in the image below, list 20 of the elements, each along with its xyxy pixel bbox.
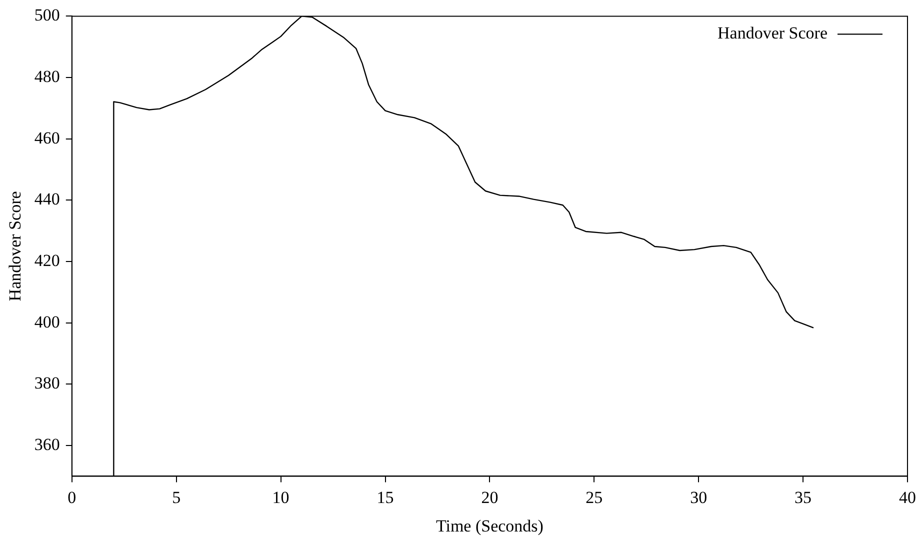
x-tick-label: 30 [690,488,708,507]
x-tick-label: 0 [68,488,76,507]
y-tick-label: 500 [34,6,60,25]
y-tick-label: 460 [34,128,60,148]
x-tick-label: 20 [481,488,498,507]
x-tick-label: 15 [376,488,394,507]
y-axis-title: Handover Score [6,191,25,302]
x-axis-title: Time (Seconds) [436,516,544,536]
y-tick-label: 360 [34,435,60,454]
x-tick-label: 10 [272,488,290,507]
y-tick-label: 440 [34,190,60,209]
y-tick-label: 480 [34,67,60,86]
x-tick-label: 5 [172,488,181,507]
legend-label: Handover Score [718,24,828,43]
x-tick-label: 25 [586,488,603,507]
y-tick-label: 380 [34,374,60,393]
y-tick-label: 420 [34,251,60,270]
x-tick-label: 40 [899,488,916,507]
x-tick-label: 35 [794,488,812,507]
y-tick-label: 400 [34,312,60,332]
